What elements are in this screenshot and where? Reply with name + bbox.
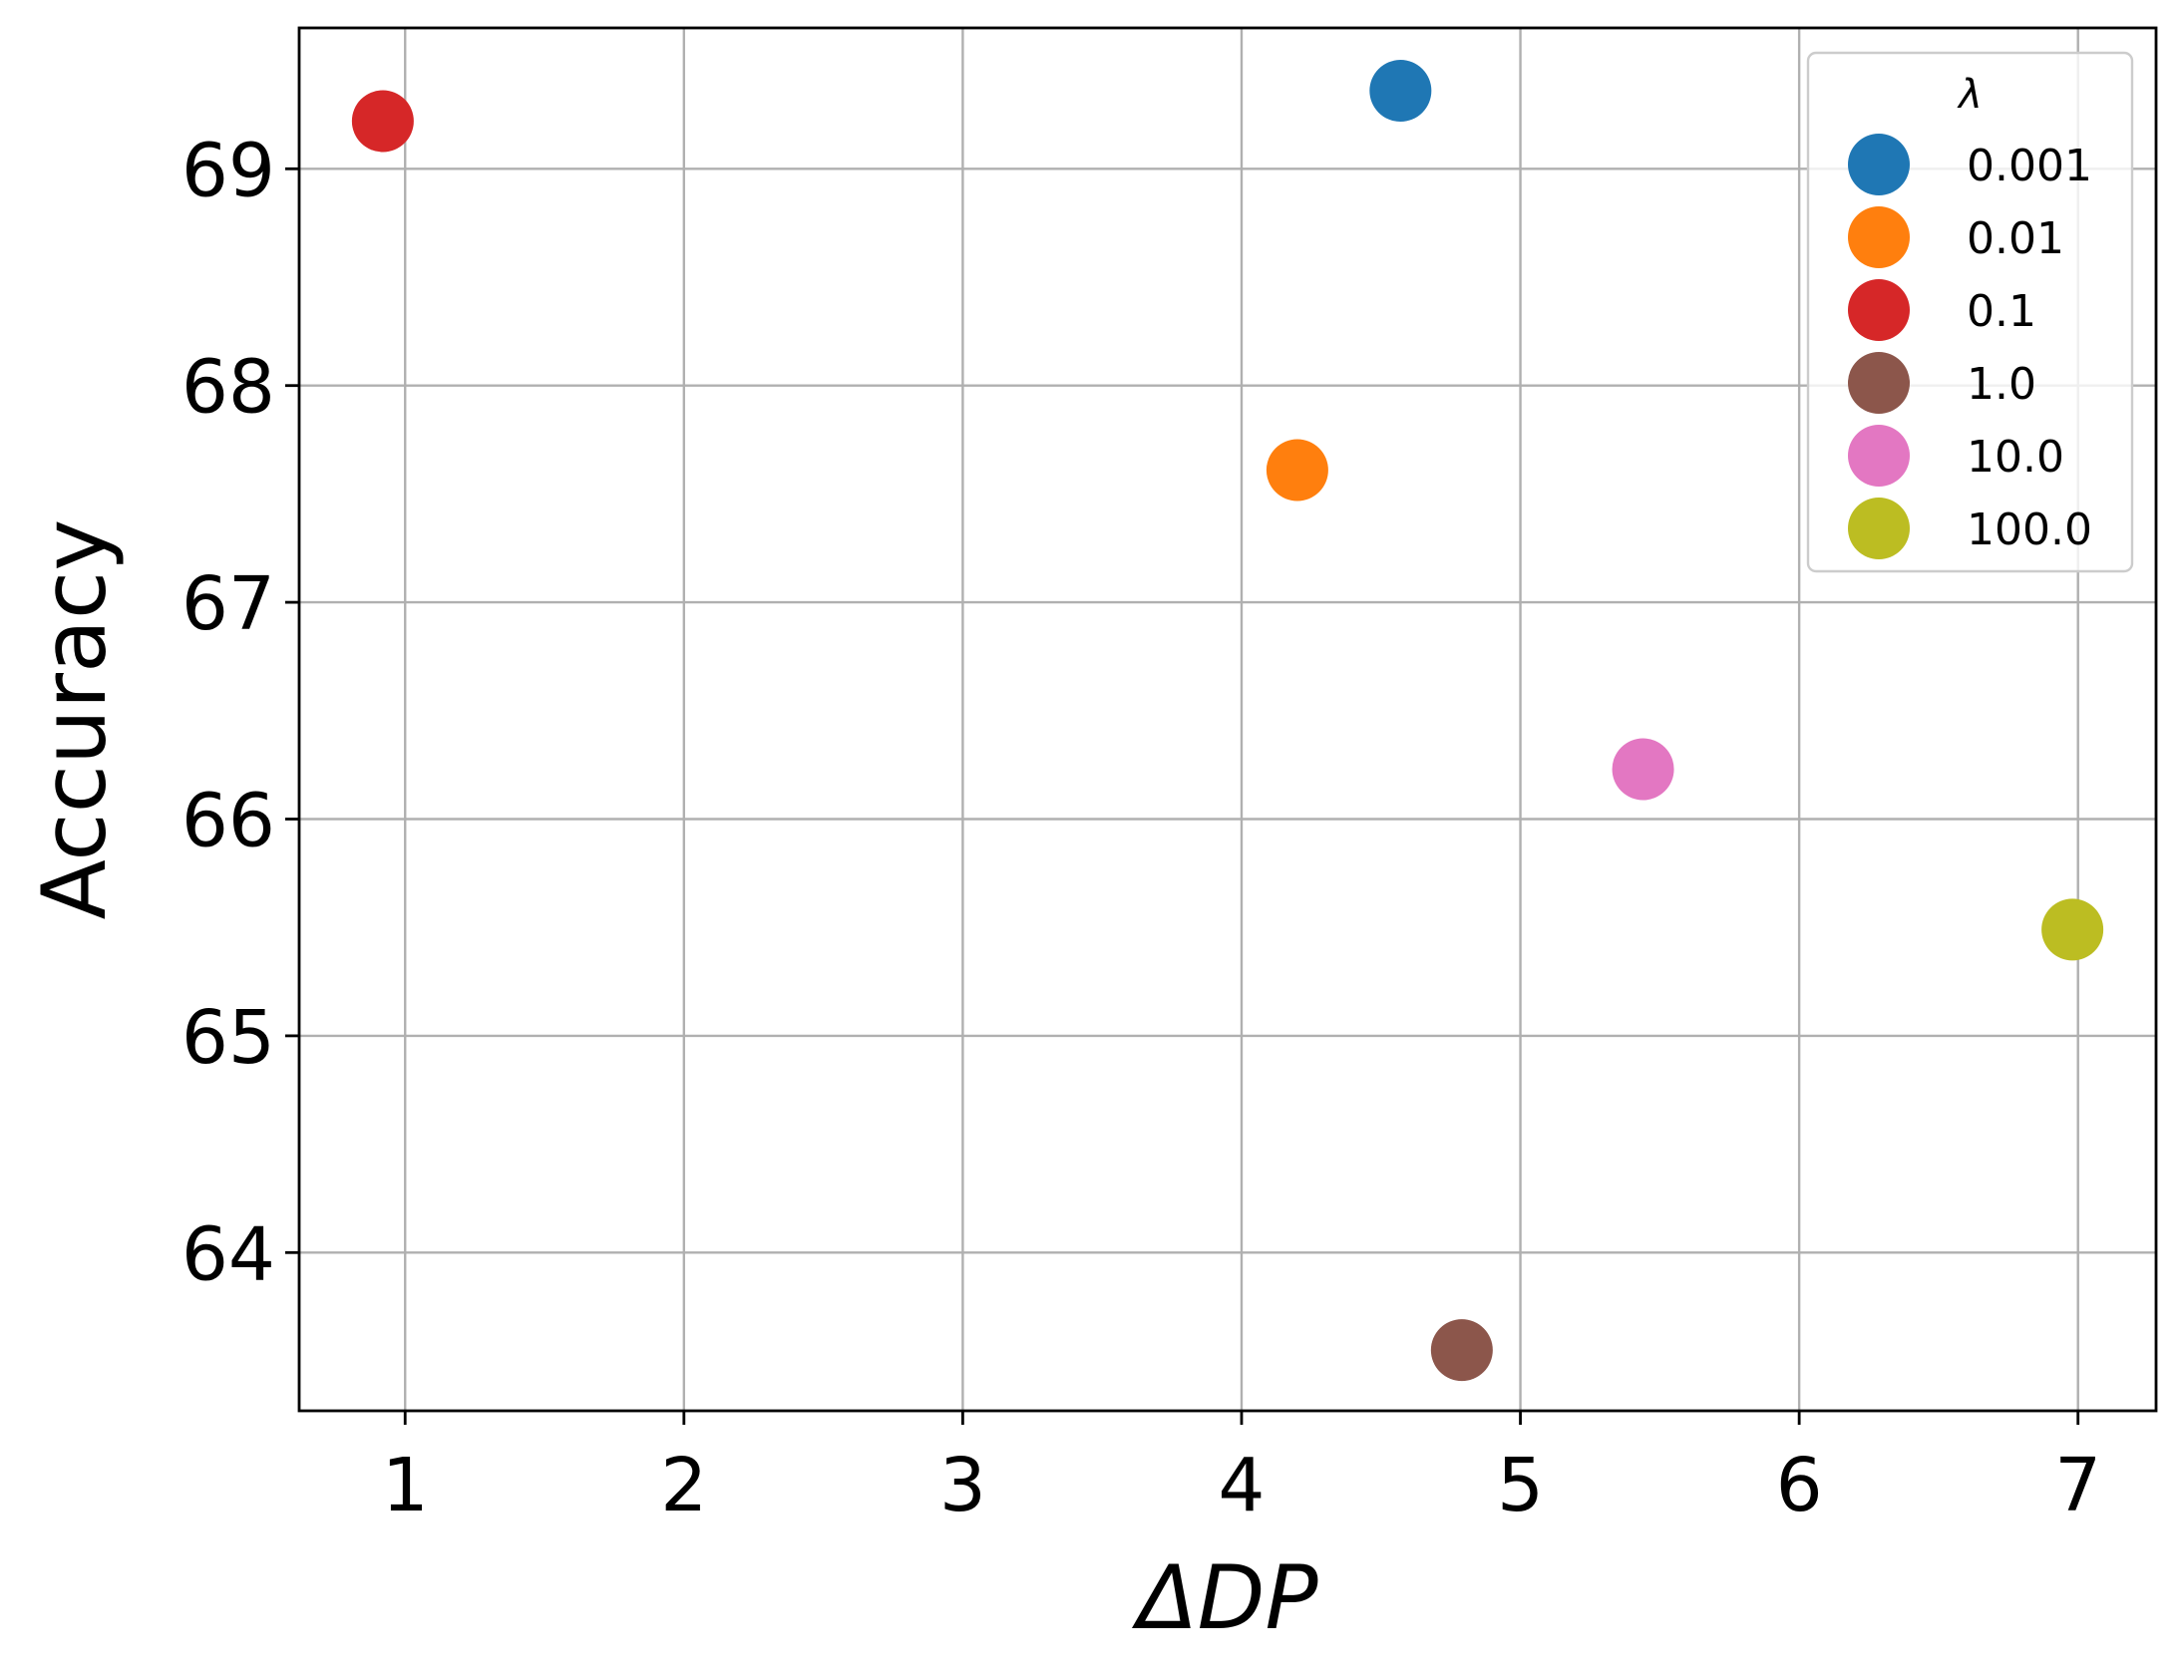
y-tick-label: 68 xyxy=(182,345,275,431)
y-tick-label: 66 xyxy=(182,779,275,864)
scatter-point xyxy=(1612,738,1674,801)
scatter-point xyxy=(2041,898,2104,961)
x-tick-label: 3 xyxy=(939,1443,986,1528)
x-tick-label: 5 xyxy=(1497,1443,1544,1528)
x-axis-label: ΔDP xyxy=(1131,1546,1317,1649)
y-tick-label: 65 xyxy=(182,995,275,1081)
x-tick-label: 7 xyxy=(2054,1443,2101,1528)
legend-title: λ xyxy=(1957,72,1983,118)
legend-marker xyxy=(1848,425,1910,487)
scatter-point xyxy=(1266,439,1328,502)
x-tick-label: 1 xyxy=(382,1443,429,1528)
y-axis-label: Accuracy xyxy=(23,519,126,920)
legend-entry-label: 10.0 xyxy=(1967,432,2064,483)
y-tick-label: 64 xyxy=(182,1211,275,1297)
legend-marker xyxy=(1848,352,1910,414)
legend: λ 0.001 0.01 0.1 1.0 10.0 100.0 xyxy=(1806,51,2134,573)
plot-frame xyxy=(297,26,2158,1413)
x-tick-label: 6 xyxy=(1776,1443,1823,1528)
legend-entry-label: 0.1 xyxy=(1967,286,2036,337)
y-tick-label: 69 xyxy=(182,128,275,213)
legend-marker xyxy=(1848,134,1910,195)
legend-marker xyxy=(1848,498,1910,559)
legend-entry-label: 100.0 xyxy=(1967,504,2092,555)
legend-entry-label: 0.001 xyxy=(1967,141,2092,191)
legend-marker xyxy=(1848,279,1910,341)
x-tick-label: 4 xyxy=(1218,1443,1265,1528)
legend-entry-label: 1.0 xyxy=(1967,359,2036,410)
grid-layer xyxy=(299,28,2156,1411)
y-tick-label: 67 xyxy=(182,561,275,647)
legend-marker xyxy=(1848,206,1910,268)
legend-entries: 0.001 0.01 0.1 1.0 10.0 100.0 xyxy=(1848,134,2092,559)
scatter-point xyxy=(1430,1319,1493,1382)
legend-entry-label: 0.01 xyxy=(1967,213,2064,264)
scatter-point xyxy=(1369,60,1432,123)
marker-layer xyxy=(351,60,2104,1382)
x-tick-label: 2 xyxy=(660,1443,707,1528)
scatter-point xyxy=(351,90,414,153)
